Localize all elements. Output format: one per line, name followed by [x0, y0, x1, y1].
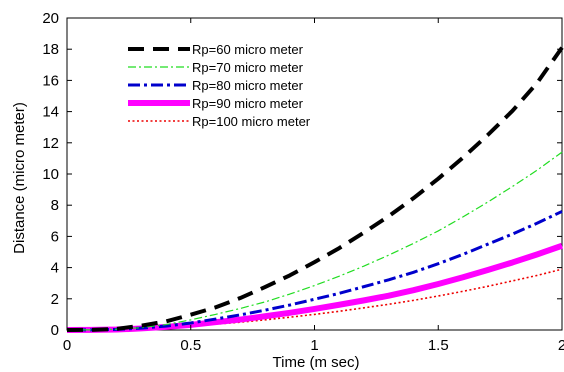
y-axis-label: Distance (micro meter)	[11, 102, 28, 254]
x-tick-label: 0.5	[180, 337, 201, 354]
y-tick-label: 14	[42, 104, 59, 121]
legend-label-2: Rp=70 micro meter	[192, 60, 304, 75]
y-tick-label: 18	[42, 41, 59, 58]
legend-label-1: Rp=60 micro meter	[192, 42, 304, 57]
y-tick-label: 16	[42, 72, 59, 89]
legend-label-3: Rp=80 micro meter	[192, 78, 304, 93]
y-tick-label: 4	[51, 260, 59, 277]
x-axis-label: Time (m sec)	[273, 354, 360, 371]
y-tick-label: 2	[51, 291, 59, 308]
x-tick-label: 0	[63, 337, 71, 354]
plot-frame	[66, 17, 563, 331]
x-tick-label: 2	[558, 337, 564, 354]
y-tick-label: 20	[42, 10, 59, 27]
x-tick-label: 1.5	[428, 337, 449, 354]
legend-label-5: Rp=100 micro meter	[192, 114, 311, 129]
y-tick-label: 12	[42, 135, 59, 152]
series-line-3	[66, 210, 563, 332]
series-line-1	[66, 46, 564, 332]
plot-area	[66, 17, 563, 331]
x-tick-label: 1	[310, 337, 318, 354]
y-tick-label: 0	[51, 322, 59, 339]
legend: Rp=60 micro meter Rp=70 micro meter Rp=80 …	[128, 42, 311, 129]
series-line-4	[66, 242, 563, 333]
legend-label-4: Rp=90 micro meter	[192, 96, 304, 111]
series-line-2	[66, 151, 563, 331]
series-layer	[66, 46, 564, 333]
y-tick-label: 6	[51, 228, 59, 245]
y-tick-label: 10	[42, 166, 59, 183]
y-tick-label: 8	[51, 197, 59, 214]
